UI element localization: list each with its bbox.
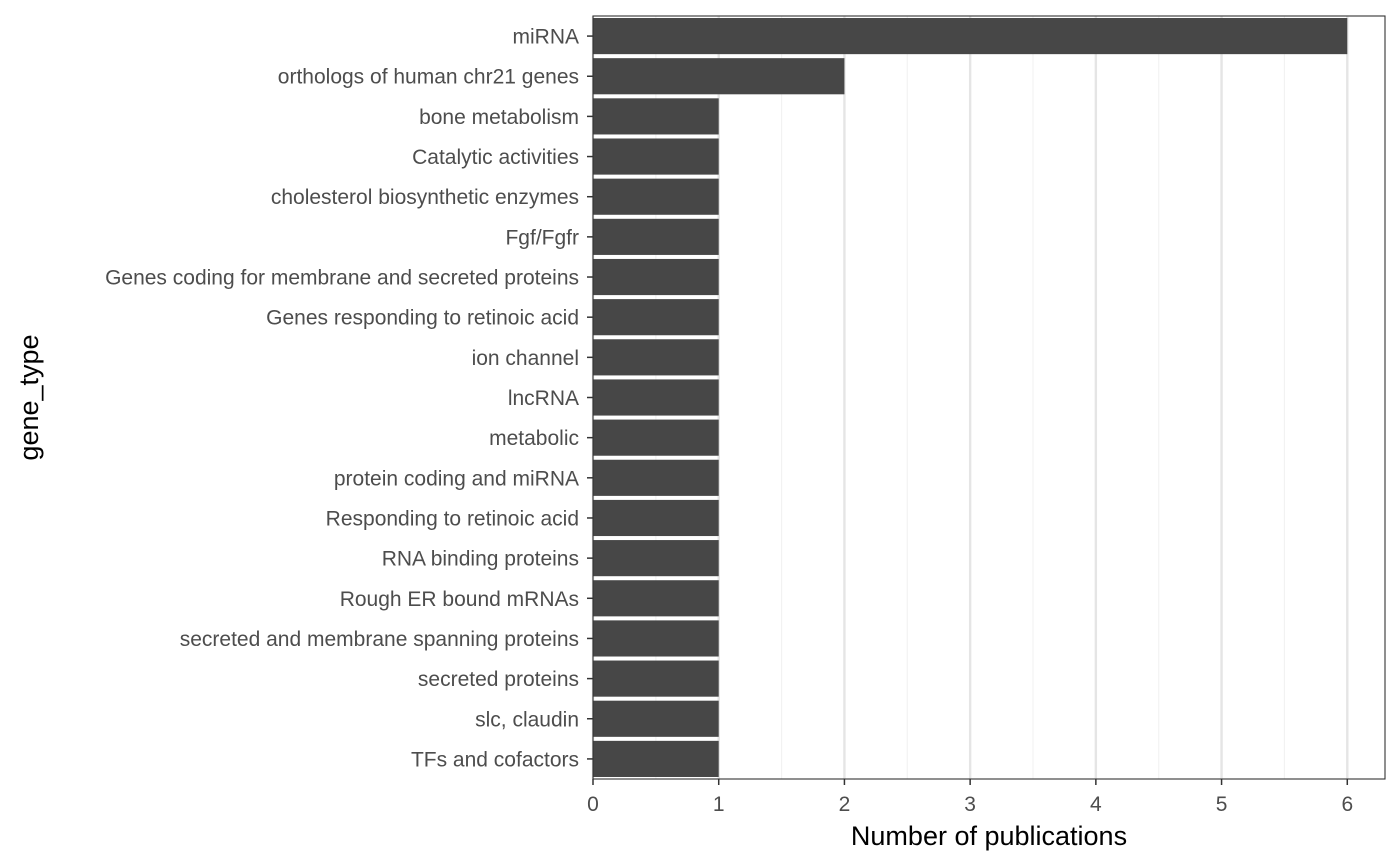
y-tick-label: orthologs of human chr21 genes xyxy=(278,66,579,89)
panel-background xyxy=(593,16,1385,779)
x-axis: 0 1 2 3 4 5 6 xyxy=(587,779,1353,816)
bar-12 xyxy=(593,459,719,496)
y-axis: miRNA orthologs of human chr21 genes bone … xyxy=(105,26,593,771)
y-tick-label: Responding to retinoic acid xyxy=(326,507,579,530)
bar-5 xyxy=(593,178,719,215)
y-tick-label: Fgf/Fgfr xyxy=(505,226,579,249)
y-tick-label: cholesterol biosynthetic enzymes xyxy=(271,186,579,209)
x-axis-title: Number of publications xyxy=(851,821,1127,851)
y-tick-label: miRNA xyxy=(513,26,580,49)
y-axis-title: gene_type xyxy=(14,334,44,460)
y-tick-label: slc, claudin xyxy=(475,708,579,731)
x-tick-label: 1 xyxy=(713,793,725,816)
y-tick-label: ion channel xyxy=(472,347,579,370)
bar-19 xyxy=(593,740,719,777)
y-tick-label: lncRNA xyxy=(508,387,579,410)
bar-1 xyxy=(593,18,1348,55)
bar-15 xyxy=(593,580,719,617)
x-tick-label: 5 xyxy=(1216,793,1228,816)
y-tick-label: metabolic xyxy=(489,427,579,450)
y-tick-label: Genes responding to retinoic acid xyxy=(266,307,579,330)
bar-3 xyxy=(593,98,719,135)
x-tick-label: 0 xyxy=(587,793,599,816)
bar-11 xyxy=(593,419,719,456)
bar-7 xyxy=(593,258,719,296)
grid-lines xyxy=(591,16,1385,779)
bar-14 xyxy=(593,540,719,577)
y-tick-label: secreted proteins xyxy=(418,668,579,691)
y-tick-label: TFs and cofactors xyxy=(411,748,579,771)
x-tick-label: 4 xyxy=(1090,793,1102,816)
y-tick-label: bone metabolism xyxy=(419,106,579,129)
y-tick-label: Catalytic activities xyxy=(412,146,579,169)
x-tick-label: 3 xyxy=(964,793,976,816)
bar-2 xyxy=(593,58,845,95)
bar-13 xyxy=(593,499,719,537)
bar-10 xyxy=(593,379,719,416)
x-tick-label: 2 xyxy=(839,793,851,816)
bar-18 xyxy=(593,700,719,737)
y-tick-label: protein coding and miRNA xyxy=(334,467,579,490)
bar-9 xyxy=(593,339,719,376)
y-tick-label: Genes coding for membrane and secreted p… xyxy=(105,267,579,290)
bar-6 xyxy=(593,218,719,255)
y-tick-label: secreted and membrane spanning proteins xyxy=(180,628,579,651)
y-tick-label: RNA binding proteins xyxy=(382,548,579,571)
bar-4 xyxy=(593,138,719,175)
bar-16 xyxy=(593,620,719,657)
bars xyxy=(593,18,1348,777)
bar-8 xyxy=(593,299,719,336)
x-tick-label: 6 xyxy=(1341,793,1353,816)
y-tick-label: Rough ER bound mRNAs xyxy=(340,588,579,611)
bar-17 xyxy=(593,660,719,697)
